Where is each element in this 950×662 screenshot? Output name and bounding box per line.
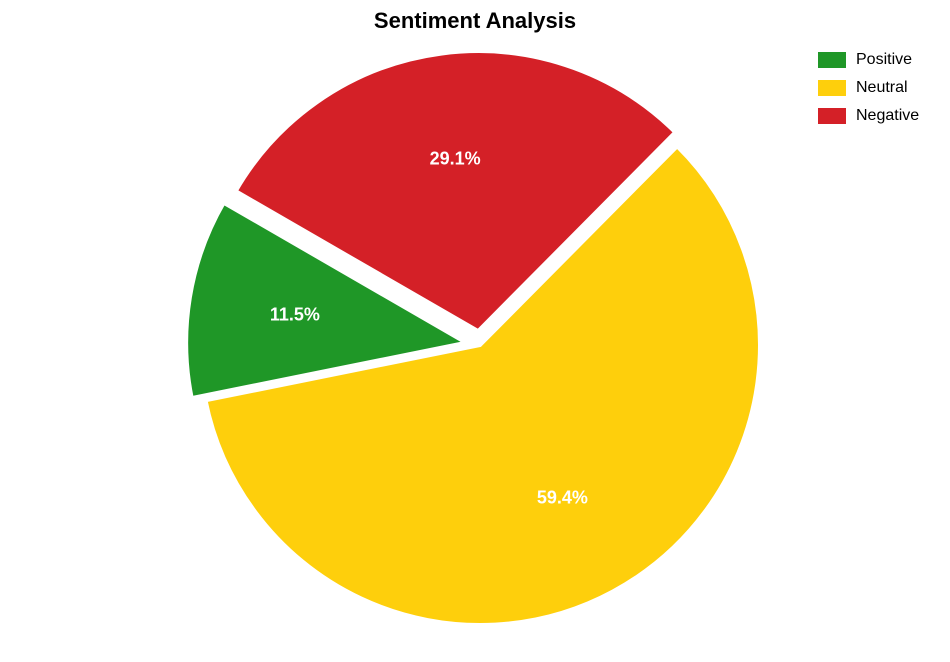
pie-svg (0, 0, 950, 662)
legend-label-neutral: Neutral (856, 79, 908, 97)
legend-swatch-neutral (818, 80, 846, 96)
legend-item-positive: Positive (818, 48, 919, 72)
slice-label-positive: 11.5% (270, 304, 320, 325)
slice-label-negative: 29.1% (430, 149, 481, 170)
legend-item-neutral: Neutral (818, 76, 919, 100)
legend-swatch-positive (818, 52, 846, 68)
legend-item-negative: Negative (818, 104, 919, 128)
legend-swatch-negative (818, 108, 846, 124)
legend: Positive Neutral Negative (818, 48, 919, 132)
sentiment-pie-chart: Sentiment Analysis 29.1%59.4%11.5% Posit… (0, 0, 950, 662)
slice-label-neutral: 59.4% (537, 487, 588, 508)
legend-label-positive: Positive (856, 51, 912, 69)
legend-label-negative: Negative (856, 107, 919, 125)
